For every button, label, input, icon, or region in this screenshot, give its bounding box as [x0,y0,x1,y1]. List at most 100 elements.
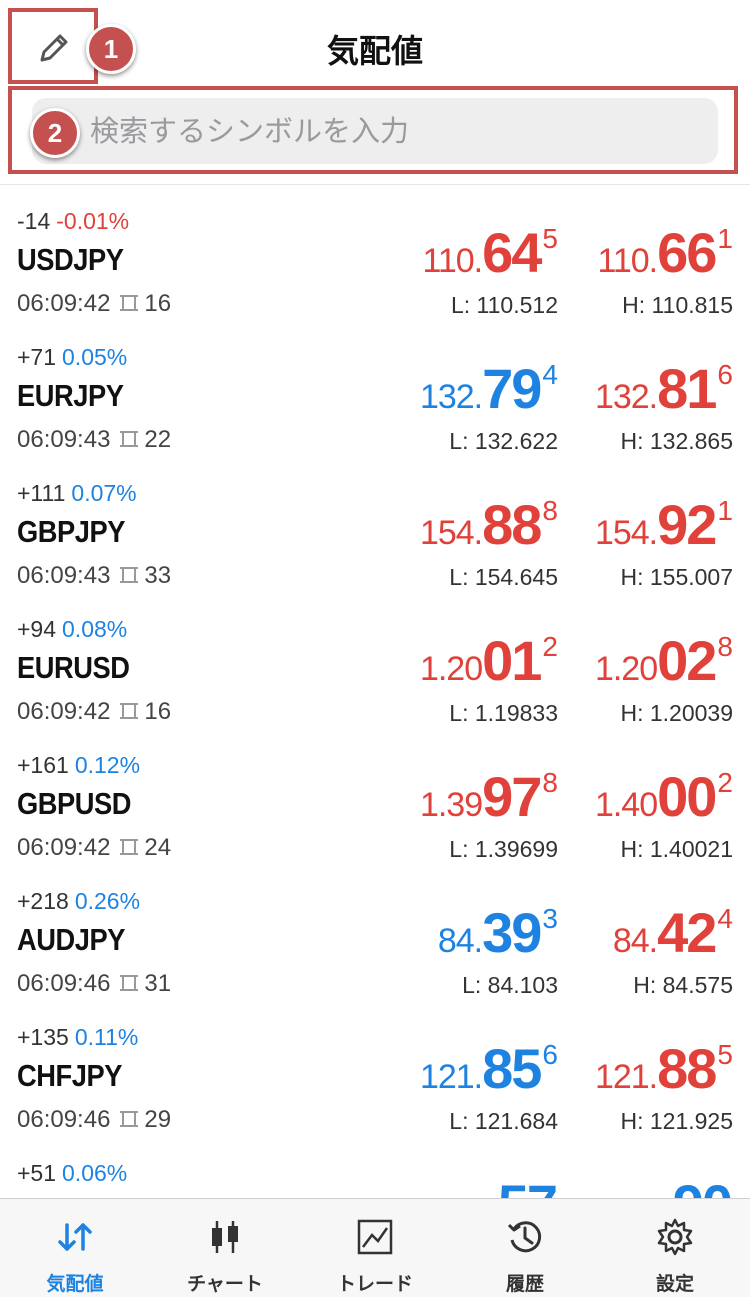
edit-button[interactable] [34,28,74,68]
quote-meta: 06:09:46 29 [17,1106,171,1134]
tab-history-clock[interactable]: 履歴 [450,1199,600,1297]
tab-label: 履歴 [505,1273,544,1295]
high-price: H: 1.40021 [620,836,733,862]
bid-price-pip: 6 [542,1039,558,1070]
high-price: H: 84.575 [633,972,733,998]
high-price: H: 155.007 [620,564,733,590]
bid-price-prefix: 84. [437,922,483,960]
change-text: +135 0.11% [17,1024,138,1051]
high-price: H: 110.815 [622,292,733,318]
symbol-name: CHFJPY [17,1058,122,1093]
ask-price-prefix: 121. [594,1058,658,1096]
quote-row[interactable]: +94 0.08% EURUSD 06:09:42 16 1.20012 1.200… [0,608,750,744]
annotation-box-1 [8,8,98,84]
high-price: H: 132.865 [620,428,733,454]
search-bar[interactable] [32,98,718,164]
quote-meta: 06:09:42 16 [17,698,171,726]
annotation-badge-2: 2 [30,108,80,158]
bid-price-main: 57 [498,1173,558,1198]
spread-value: 31 [144,970,172,997]
high-price: H: 1.20039 [620,700,733,726]
ask-price-main: 42 [657,901,717,964]
change-text: +218 0.26% [17,888,140,915]
bid-price-pip: 8 [542,767,558,798]
quote-row[interactable]: +218 0.26% AUDJPY 06:09:46 31 84.393 84.42… [0,880,750,1016]
gear-icon [657,1218,693,1256]
low-price: L: 1.39699 [449,836,558,862]
quote-meta: 06:09:43 33 [17,562,171,590]
tab-label: チャート [187,1273,263,1295]
quote-row[interactable]: +161 0.12% GBPUSD 06:09:42 24 1.39978 1.40… [0,744,750,880]
quote-time: 06:09:42 [17,834,111,861]
tab-label: 気配値 [46,1273,104,1295]
change-points: +218 [17,888,69,914]
tab-gear[interactable]: 設定 [600,1199,750,1297]
quote-list[interactable]: -14 -0.01% USDJPY 06:09:42 16 110.645 110.… [0,200,750,1198]
bid-price-main: 88 [482,493,542,556]
quote-row[interactable]: +510.06% 57 90 [0,1152,750,1198]
quote-row[interactable]: +111 0.07% GBPJPY 06:09:43 33 154.888 154.… [0,472,750,608]
search-input[interactable] [90,106,690,156]
symbol-name: GBPJPY [17,514,126,549]
ask-price-prefix: 84. [612,922,658,960]
bid-price: 57 [498,1172,558,1198]
ask-price-main: 92 [657,493,717,556]
ask-price-pip: 1 [717,223,733,254]
bid-price-main: 39 [482,901,542,964]
spread-icon [118,564,140,586]
symbol-name: AUDJPY [17,922,126,957]
quote-time: 06:09:46 [17,1106,111,1133]
change-points: +161 [17,752,69,778]
symbol-name: EURJPY [17,378,124,413]
ask-price: 90 [673,1172,733,1198]
spread-icon [118,836,140,858]
ask-price-prefix: 154. [594,514,658,552]
ask-price-prefix: 110. [597,242,658,280]
bid-price: 110.645 [422,220,558,284]
quote-meta: 06:09:43 22 [17,426,171,454]
bid-price: 132.794 [420,356,558,420]
spread-value: 16 [144,290,172,317]
low-price: L: 154.645 [449,564,558,590]
bid-price-main: 01 [482,629,542,692]
quote-row[interactable]: -14 -0.01% USDJPY 06:09:42 16 110.645 110.… [0,200,750,336]
tab-trade-chart[interactable]: トレード [300,1199,450,1297]
quote-time: 06:09:46 [17,970,111,997]
quote-time: 06:09:43 [17,562,111,589]
bid-price-pip: 4 [542,359,558,390]
quote-row[interactable]: +135 0.11% CHFJPY 06:09:46 29 121.856 121.… [0,1016,750,1152]
quote-meta: 06:09:46 31 [17,970,171,998]
tab-candlestick-chart[interactable]: チャート [150,1199,300,1297]
spread-value: 16 [144,698,172,725]
change-text: +94 0.08% [17,616,127,643]
bid-price-pip: 3 [542,903,558,934]
change-percent: 0.26% [74,888,141,914]
ask-price: 132.816 [595,356,733,420]
change-percent: 0.12% [74,752,141,778]
spread-icon [118,292,140,314]
tab-quotes-arrows[interactable]: 気配値 [0,1199,150,1297]
spread-icon [118,428,140,450]
symbol-name: EURUSD [17,650,130,685]
ask-price-main: 00 [657,765,717,828]
spread-icon [118,700,140,722]
change-text: +161 0.12% [17,752,140,779]
ask-price-main: 02 [657,629,717,692]
divider [0,184,750,185]
ask-price-pip: 6 [717,359,733,390]
change-percent: 0.11% [74,1024,139,1050]
ask-price-main: 66 [657,221,717,284]
candlestick-chart-icon [212,1221,238,1253]
ask-price-pip: 8 [717,631,733,662]
change-points: +135 [17,1024,69,1050]
quote-row[interactable]: +71 0.05% EURJPY 06:09:43 22 132.794 132.8… [0,336,750,472]
low-price: L: 84.103 [462,972,558,998]
bid-price-prefix: 1.39 [419,786,483,824]
ask-price-pip: 1 [717,495,733,526]
bid-price-main: 79 [482,357,542,420]
bid-price: 121.856 [420,1036,558,1100]
bid-price: 1.39978 [419,764,558,828]
change-text: +111 0.07% [17,480,137,507]
change-text: -14 -0.01% [17,208,129,235]
ask-price: 154.921 [594,492,733,556]
